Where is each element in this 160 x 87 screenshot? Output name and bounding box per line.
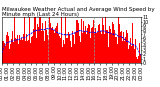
Text: Milwaukee Weather Actual and Average Wind Speed by Minute mph (Last 24 Hours): Milwaukee Weather Actual and Average Win… bbox=[2, 7, 154, 17]
